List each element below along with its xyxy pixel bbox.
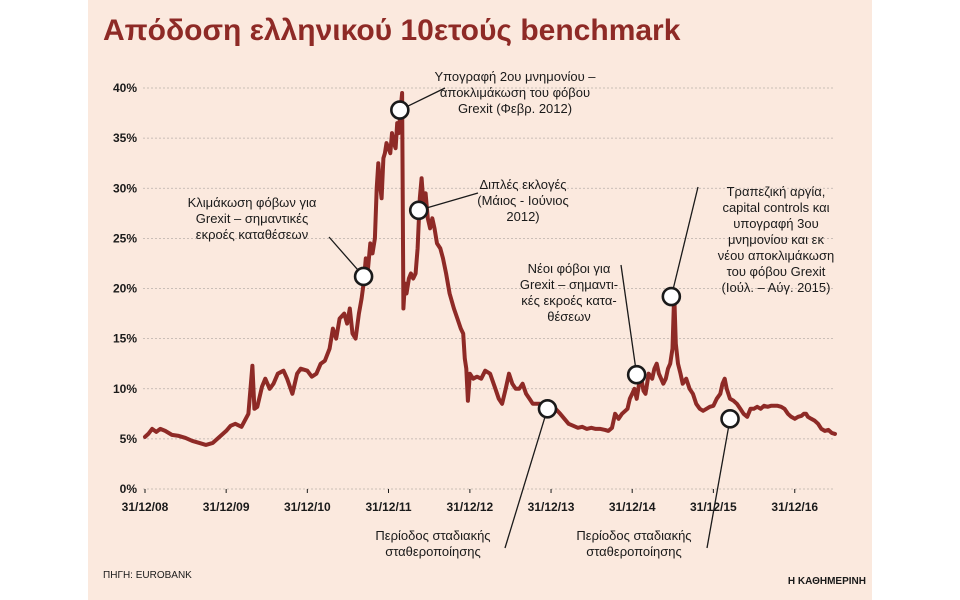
x-tick-label: 31/12/10 — [284, 500, 331, 514]
y-tick-label: 20% — [113, 282, 137, 296]
y-tick-label: 30% — [113, 181, 137, 195]
gridlines — [143, 87, 835, 490]
annotation-text: Περίοδος σταδιακής σταθεροποίησης — [576, 528, 691, 559]
y-tick-label: 40% — [113, 81, 137, 95]
annotation-marker — [353, 266, 374, 287]
x-tick-label: 31/12/08 — [122, 500, 169, 514]
x-tick-label: 31/12/09 — [203, 500, 250, 514]
y-tick-label: 35% — [113, 131, 137, 145]
annotation-text: Τραπεζική αργία, capital controls και υπογ… — [718, 184, 834, 295]
y-tick-label: 25% — [113, 231, 137, 245]
annotation-marker — [390, 100, 410, 120]
x-axis: 31/12/08 31/12/09 31/12/10 31/12/11 31/12/12… — [122, 489, 818, 514]
annotation-text: Κλιμάκωση φόβων για Grexit – σημαντικές εκ… — [188, 195, 317, 242]
x-tick-label: 31/12/16 — [771, 500, 818, 514]
annotation-leader — [418, 192, 479, 211]
annotation-marker — [661, 286, 682, 307]
y-tick-label: 0% — [120, 482, 138, 496]
chart-title: Απόδοση ελληνικού 10ετούς benchmark — [103, 14, 681, 47]
annotations: Κλιμάκωση φόβων για Grexit – σημαντικές εκ… — [188, 69, 835, 559]
x-tick-label: 31/12/14 — [609, 500, 656, 514]
x-tick-label: 31/12/13 — [528, 500, 575, 514]
publisher-logo: Η ΚΑΘΗΜΕΡΙΝΗ — [788, 576, 866, 587]
x-tick-label: 31/12/12 — [447, 500, 494, 514]
y-axis: 0% 5% 10% 15% 20% 25% 30% 35% 40% — [113, 81, 137, 496]
series-line — [143, 91, 837, 447]
x-tick-label: 31/12/15 — [690, 500, 737, 514]
annotation-leader — [670, 186, 699, 297]
annotation-marker — [720, 409, 740, 429]
annotation-leader — [620, 264, 638, 375]
chart-panel — [88, 0, 872, 600]
annotation-leader — [504, 408, 549, 549]
x-tick-label: 31/12/11 — [365, 500, 411, 514]
annotation-marker — [537, 398, 558, 419]
annotation-text: Υπογραφή 2ου μνημονίου – αποκλιμάκωση του… — [434, 69, 596, 116]
annotation-text: Νέοι φόβοι για Grexit – σημαντι-κές εκροέ… — [520, 261, 618, 324]
annotation-marker — [626, 364, 647, 385]
source-note: ΠΗΓΗ: EUROBANK — [103, 570, 192, 581]
annotation-text: Περίοδος σταδιακής σταθεροποίησης — [375, 528, 490, 559]
annotation-text: Διπλές εκλογές (Μάιος - Ιούνιος 2012) — [477, 177, 568, 224]
annotation-marker — [408, 200, 429, 221]
y-tick-label: 10% — [113, 382, 137, 396]
annotation-leader — [706, 418, 731, 549]
y-tick-label: 5% — [120, 432, 138, 446]
y-tick-label: 15% — [113, 332, 137, 346]
